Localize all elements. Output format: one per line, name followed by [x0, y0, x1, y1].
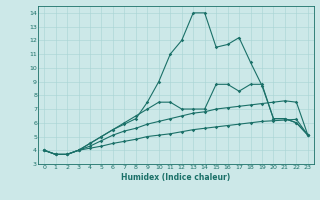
- X-axis label: Humidex (Indice chaleur): Humidex (Indice chaleur): [121, 173, 231, 182]
